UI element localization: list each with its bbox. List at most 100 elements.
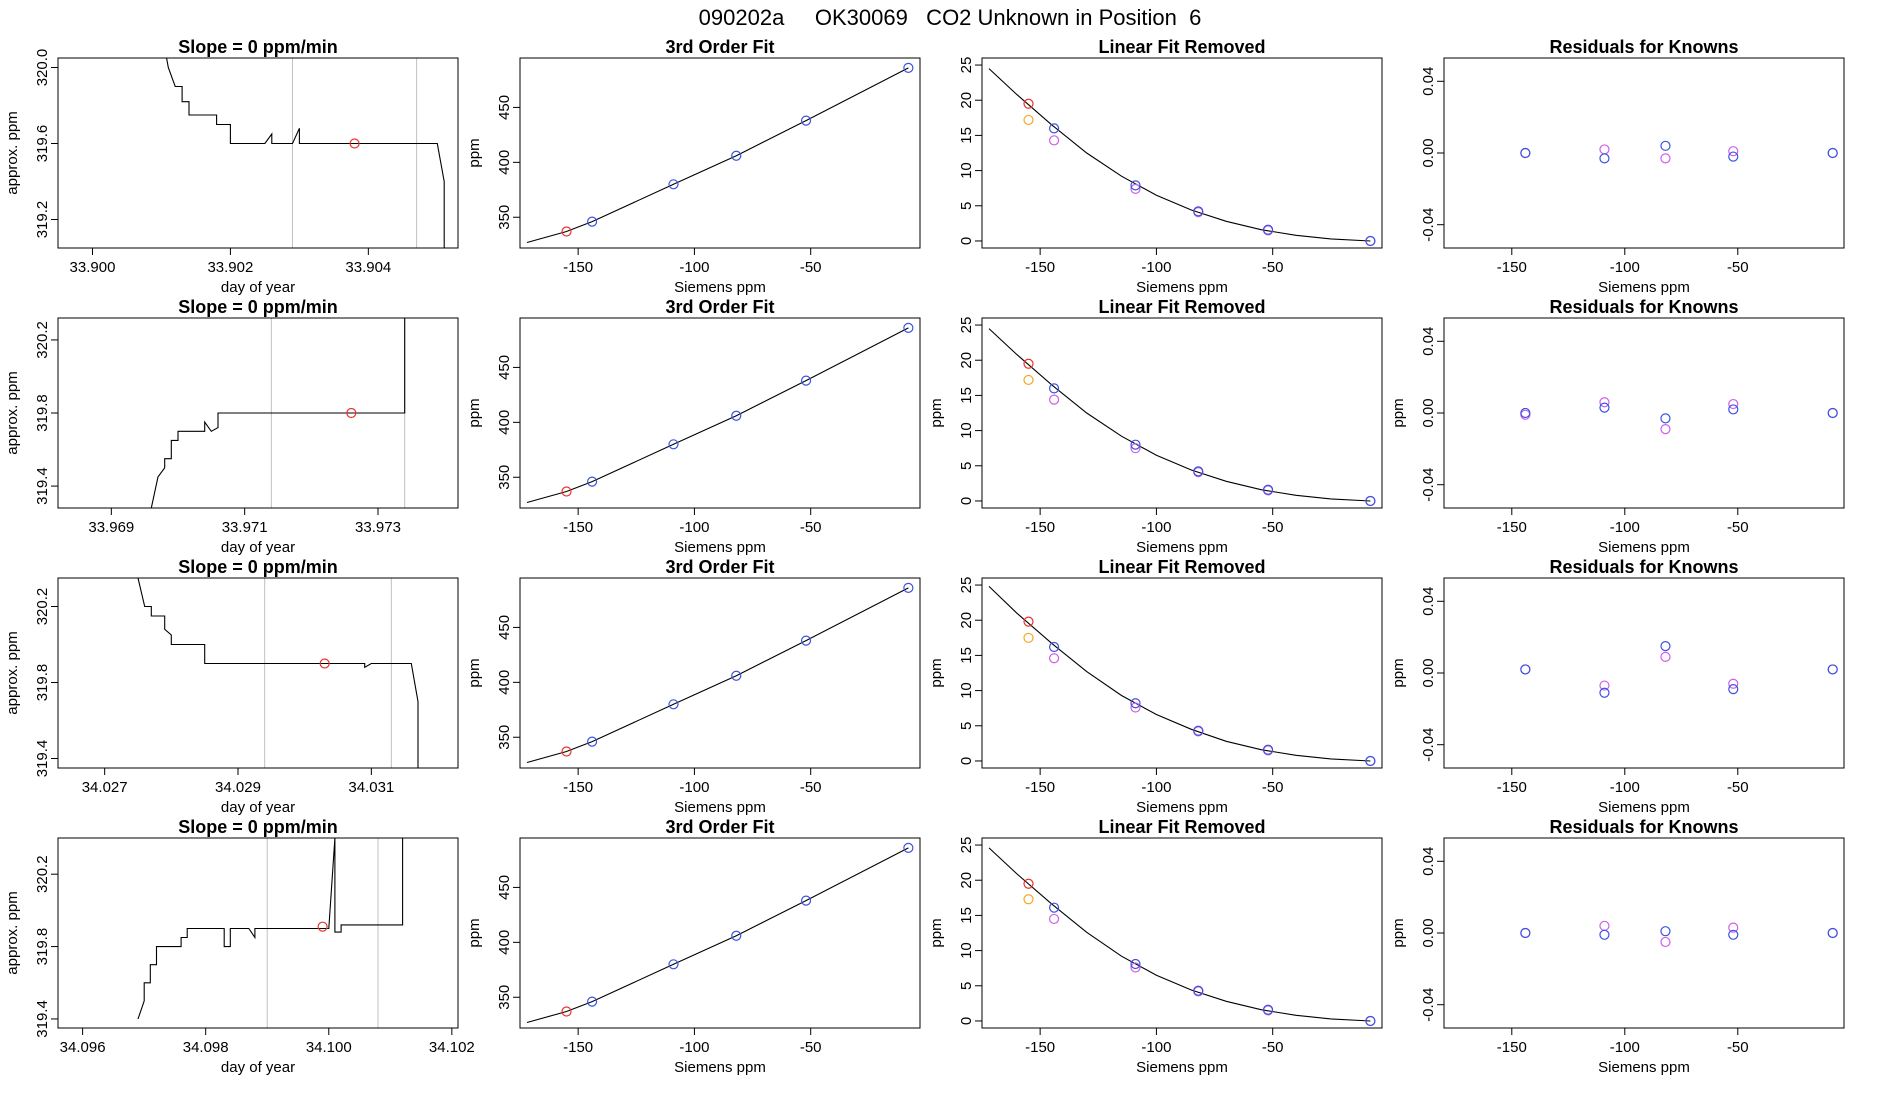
point-violet — [1660, 936, 1671, 948]
point-red — [1023, 616, 1034, 627]
point-blue — [903, 62, 914, 73]
y-tick-label: 350 — [496, 205, 513, 230]
point-blue — [800, 375, 812, 386]
x-tick-label: -100 — [1610, 519, 1640, 536]
data-trace — [166, 58, 445, 248]
y-axis-label: ppm — [1390, 398, 1407, 427]
y-tick-label: 319.6 — [34, 125, 51, 163]
y-axis-label: ppm — [1390, 918, 1407, 947]
point-blue — [1728, 929, 1739, 940]
y-tick-label: 319.8 — [34, 664, 51, 702]
point-orange — [1023, 114, 1034, 126]
point-blue — [1660, 926, 1671, 937]
x-axis-label: Siemens ppm — [1598, 539, 1690, 556]
point-blue — [1193, 725, 1204, 736]
point-violet — [1660, 651, 1671, 662]
x-tick-label: -50 — [1262, 259, 1284, 276]
point-violet — [1599, 680, 1610, 691]
x-axis-label: Siemens ppm — [674, 1059, 766, 1076]
point-blue — [1520, 664, 1531, 675]
x-tick-label: 33.969 — [88, 519, 134, 536]
x-tick-label: 34.096 — [60, 1039, 106, 1056]
x-tick-label: -100 — [679, 519, 709, 536]
point-blue — [1827, 664, 1838, 675]
panel-1-4: Residuals for Knowns -150 -100 -50 -0.04 0.00… — [1420, 37, 1845, 296]
y-axis-label: ppm — [928, 658, 945, 687]
point-blue — [668, 959, 679, 970]
x-tick-label: -100 — [1141, 779, 1171, 796]
y-axis-label: approx. ppm — [4, 631, 21, 714]
x-tick-label: -150 — [563, 1039, 593, 1056]
panel-title: Linear Fit Removed — [1098, 297, 1265, 317]
x-tick-label: -150 — [1497, 779, 1527, 796]
point-blue — [1130, 439, 1141, 450]
y-tick-label: 10 — [958, 422, 975, 439]
y-tick-label: 400 — [496, 150, 513, 175]
plot-frame — [981, 317, 1383, 509]
panel-2-4: Residuals for Knowns -150 -100 -50 -0.04 0.00… — [1390, 297, 1845, 556]
point-red — [1023, 98, 1034, 109]
y-tick-label: 0.04 — [1420, 67, 1437, 96]
point-violet — [1728, 922, 1739, 933]
point-blue — [731, 930, 742, 941]
x-tick-label: -100 — [1141, 519, 1171, 536]
x-tick-label: -150 — [1497, 259, 1527, 276]
y-tick-label: 319.2 — [34, 201, 51, 239]
point-violet — [1048, 913, 1060, 925]
x-tick-label: 34.102 — [429, 1039, 475, 1056]
panel-3-2: 3rd Order Fit -150 -100 -50 350 400 450 Siemens… — [466, 557, 921, 816]
panel-title: Slope = 0 ppm/min — [178, 37, 338, 57]
point-blue — [1048, 641, 1060, 653]
y-tick-label: 350 — [496, 465, 513, 490]
point-blue — [800, 115, 812, 126]
y-tick-label: 0.04 — [1420, 587, 1437, 616]
y-tick-label: 15 — [958, 387, 975, 404]
y-tick-label: 10 — [958, 942, 975, 959]
x-axis-label: Siemens ppm — [1136, 279, 1228, 296]
y-tick-label: 350 — [496, 985, 513, 1010]
y-tick-label: 320.2 — [34, 588, 51, 626]
y-axis-label: ppm — [928, 918, 945, 947]
point-violet — [1728, 678, 1739, 689]
y-tick-label: 320.0 — [34, 49, 51, 87]
panel-3-1: Slope = 0 ppm/min 34.027 34.029 34.031 319.4… — [4, 557, 459, 816]
point-blue — [1193, 206, 1204, 217]
panel-title: Residuals for Knowns — [1549, 297, 1738, 317]
x-tick-label: -150 — [1497, 519, 1527, 536]
point-blue — [800, 635, 812, 646]
point-blue — [1048, 902, 1060, 913]
panel-grid: Slope = 0 ppm/min 33.900 33.902 33.904 319.2… — [4, 37, 1845, 1076]
y-axis-label: ppm — [466, 918, 483, 947]
x-axis-label: Siemens ppm — [674, 279, 766, 296]
x-axis-label: day of year — [221, 539, 295, 556]
y-axis-label: ppm — [466, 658, 483, 687]
point-blue — [903, 322, 914, 333]
point-blue — [586, 996, 598, 1007]
point-blue — [1048, 383, 1060, 394]
x-tick-label: 34.098 — [183, 1039, 229, 1056]
x-tick-label: 33.971 — [222, 519, 268, 536]
y-tick-label: 20 — [958, 612, 975, 629]
point-blue — [1827, 927, 1838, 939]
point-blue — [1130, 958, 1141, 970]
point-blue — [1520, 407, 1531, 419]
x-tick-label: -100 — [679, 1039, 709, 1056]
point-marker — [346, 407, 357, 419]
point-blue — [1599, 153, 1610, 164]
y-tick-label: 15 — [958, 127, 975, 144]
panel-4-4: Residuals for Knowns -150 -100 -50 -0.04 0.00… — [1390, 817, 1845, 1076]
x-tick-label: -50 — [800, 519, 822, 536]
y-axis-label: ppm — [466, 398, 483, 427]
point-violet — [1599, 397, 1610, 408]
panel-title: Linear Fit Removed — [1098, 557, 1265, 577]
panel-1-2: 3rd Order Fit -150 -100 -50 350 400 450 Siemens… — [466, 37, 921, 296]
x-tick-label: 33.904 — [345, 259, 391, 276]
panel-title: Residuals for Knowns — [1549, 817, 1738, 837]
fit-curve — [988, 586, 1371, 762]
y-tick-label: 0 — [958, 757, 975, 765]
y-tick-label: 20 — [958, 872, 975, 889]
point-blue — [1728, 404, 1739, 415]
panel-title: Residuals for Knowns — [1549, 557, 1738, 577]
x-tick-label: -50 — [1727, 779, 1749, 796]
